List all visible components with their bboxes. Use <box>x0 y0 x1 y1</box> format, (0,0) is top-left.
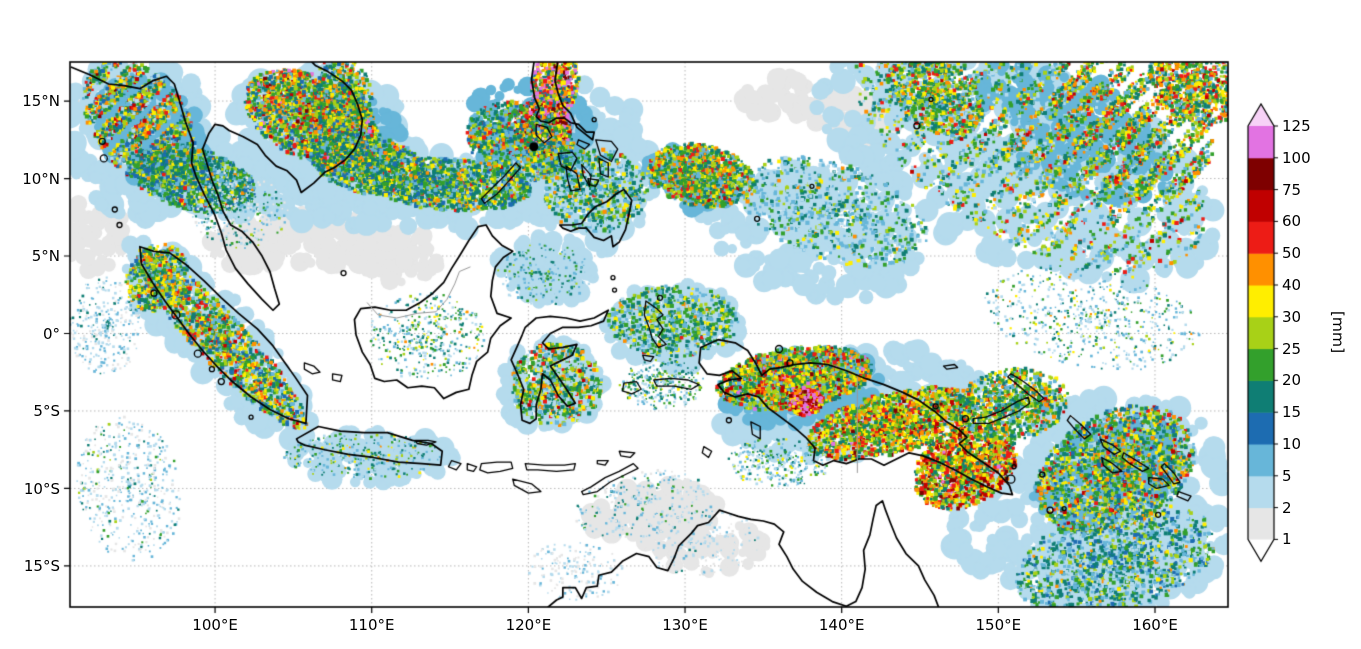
colorbar-canvas <box>1244 100 1284 570</box>
colorbar-tick-label: 30 <box>1282 307 1302 326</box>
lon-tick-label: 110°E <box>348 616 395 634</box>
lon-tick-label: 150°E <box>975 616 1022 634</box>
lon-tick-label: 160°E <box>1132 616 1178 634</box>
colorbar-tick-label: 20 <box>1282 371 1302 390</box>
lon-tick-label: 120°E <box>505 616 552 634</box>
colorbar-tick-label: 5 <box>1282 466 1292 485</box>
colorbar-unit-label: [mm] <box>1329 310 1347 354</box>
map-canvas <box>62 54 1236 615</box>
lon-tick-label: 130°E <box>662 616 708 634</box>
lat-tick-label: 15°N <box>22 92 60 111</box>
colorbar-tick-label: 10 <box>1282 435 1302 453</box>
colorbar-tick-label: 100 <box>1282 148 1311 167</box>
lat-tick-label: 5°S <box>33 402 60 420</box>
colorbar-tick-label: 50 <box>1282 244 1302 263</box>
colorbar-tick-label: 60 <box>1282 212 1302 231</box>
colorbar-tick-label: 2 <box>1282 498 1292 517</box>
colorbar-tick-label: 25 <box>1282 339 1302 358</box>
lat-tick-label: 10°S <box>23 479 60 498</box>
colorbar-tick-label: 15 <box>1282 403 1302 422</box>
lat-tick-label: 5°N <box>31 247 60 265</box>
lat-tick-label: 0° <box>42 324 60 343</box>
lon-tick-label: 140°E <box>818 616 865 634</box>
colorbar-tick-label: 75 <box>1282 180 1302 199</box>
colorbar-tick-label: 125 <box>1282 117 1311 135</box>
colorbar-tick-label: 40 <box>1282 276 1302 294</box>
lon-tick-label: 100°E <box>192 616 238 634</box>
colorbar-tick-label: 1 <box>1282 530 1292 549</box>
lat-tick-label: 10°N <box>22 169 60 188</box>
lat-tick-label: 15°S <box>23 556 60 575</box>
